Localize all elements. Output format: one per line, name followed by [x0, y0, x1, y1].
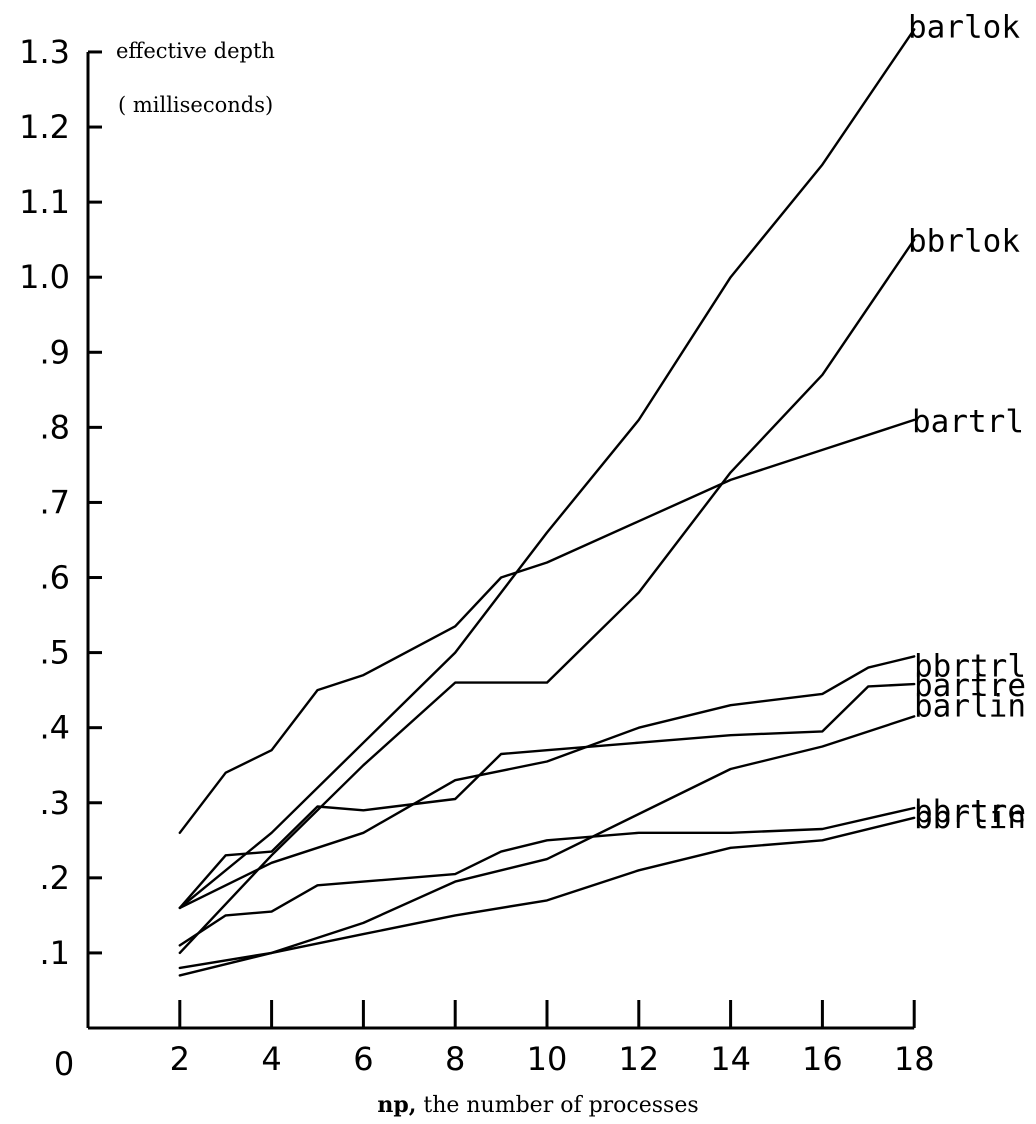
x-tick-label: 8: [445, 1040, 465, 1078]
series-label-bbrtre: bbrtre: [914, 794, 1026, 830]
y-tick-label: .6: [39, 559, 70, 597]
x-axis-title-rest: the number of processes: [416, 1093, 698, 1118]
series-label-barlin: barlin: [914, 688, 1026, 724]
x-tick-label: 2: [170, 1040, 190, 1078]
series-line-barlok: [178, 28, 916, 910]
x-tick-label: 16: [802, 1040, 843, 1078]
series-line-bbrtre: [178, 806, 916, 947]
series-line-bbrlok: [178, 238, 916, 955]
series-lines: [178, 28, 916, 977]
x-axis-title: np, the number of processes: [377, 1092, 698, 1118]
y-tick-label: 1.0: [19, 258, 70, 296]
y-tick-label: .1: [39, 934, 70, 972]
series-label-bartrl: bartrl: [912, 404, 1024, 440]
x-axis-title-bold: np,: [377, 1092, 416, 1118]
x-tick-label: 14: [710, 1040, 751, 1078]
series-line-barlin: [178, 715, 916, 977]
x-ticks: 2 4 6 8 10 12 14 16 18: [170, 1000, 935, 1078]
series-label-bbrtrl: bbrtrl: [914, 648, 1026, 684]
x-tick-label: 4: [261, 1040, 281, 1078]
y-tick-label: .2: [39, 859, 70, 897]
series-label-bbrlin: bbrlin: [914, 800, 1026, 836]
origin-label: 0: [54, 1045, 74, 1083]
series-label-bartre: bartre: [914, 668, 1026, 704]
series-line-bartre: [178, 682, 916, 910]
y-tick-label: .3: [39, 784, 70, 822]
y-tick-label: .8: [39, 408, 70, 446]
y-axis-unit: ( milliseconds): [118, 93, 273, 117]
x-tick-label: 18: [894, 1040, 935, 1078]
y-tick-label: .9: [39, 333, 70, 371]
y-tick-label: .4: [39, 709, 70, 747]
y-axis-title: effective depth: [116, 39, 275, 63]
series-line-bbrlin: [178, 816, 916, 970]
y-tick-label: .5: [39, 634, 70, 672]
y-tick-label: .7: [39, 483, 70, 521]
series-line-bartrl: [178, 418, 916, 834]
series-label-bbrlok: bbrlok: [908, 224, 1020, 260]
x-tick-label: 12: [618, 1040, 659, 1078]
y-tick-label: 1.1: [19, 183, 70, 221]
x-tick-label: 10: [527, 1040, 568, 1078]
y-tick-label: 1.2: [19, 108, 70, 146]
x-tick-label: 6: [353, 1040, 373, 1078]
y-ticks: .1 .2 .3 .4 .5 .6 .7 .8 .9 1.0 1.1 1.2 1.3: [19, 33, 102, 972]
series-label-barlok: barlok: [908, 9, 1020, 45]
y-tick-label: 1.3: [19, 33, 70, 71]
series-line-bbrtrl: [178, 655, 916, 910]
axes: [86, 51, 915, 1030]
